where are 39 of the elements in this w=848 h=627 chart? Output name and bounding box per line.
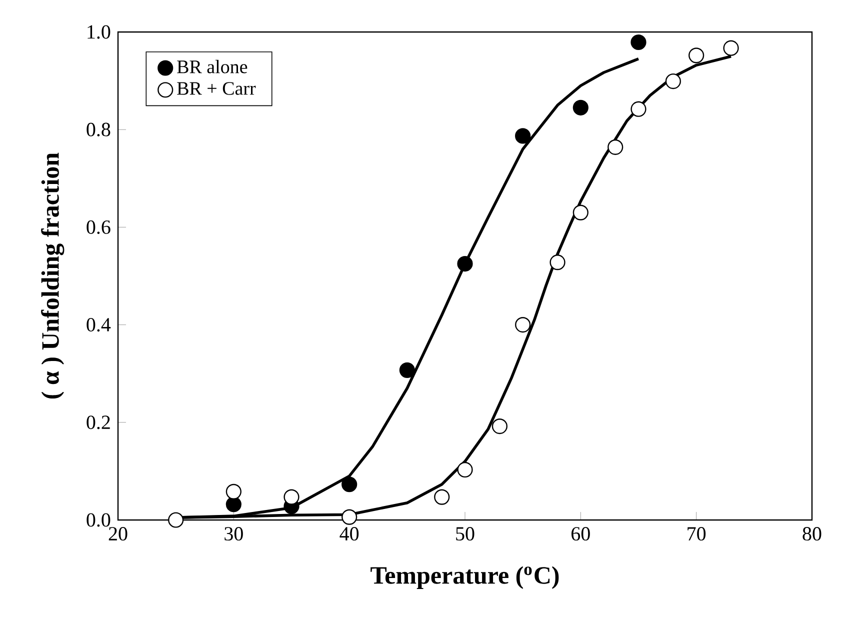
point: [608, 139, 624, 155]
point: [688, 48, 704, 64]
point: [572, 204, 588, 220]
point: [572, 100, 588, 116]
x-tick-label: 50: [456, 527, 474, 541]
point: [342, 509, 358, 525]
x-tick-label: 40: [340, 527, 359, 541]
point: [342, 476, 358, 492]
point: [226, 496, 242, 512]
x-tick-label: 70: [688, 527, 706, 541]
point: [515, 128, 531, 144]
x-axis-title: Temperature ($^{o}$C): [370, 566, 559, 589]
point: [630, 101, 646, 117]
point: [399, 362, 415, 378]
y-tick-label: 0.0: [86, 513, 110, 527]
y-tick-label: 0.4: [86, 318, 111, 332]
point: [492, 418, 508, 434]
point: [630, 34, 646, 50]
y-tick-label: 0.2: [86, 416, 110, 430]
point: [550, 254, 566, 270]
legend-label: BR + Carr: [177, 82, 256, 95]
point: [665, 73, 681, 90]
x-tick-label: 80: [802, 527, 822, 541]
y-tick-label: 0.6: [86, 220, 110, 234]
legend-label: BR alone: [177, 60, 248, 74]
point: [168, 512, 184, 528]
point: [226, 484, 242, 500]
point: [457, 256, 473, 272]
x-tick-label: 30: [224, 527, 243, 541]
point: [723, 40, 739, 56]
x-tick-label: 20: [108, 527, 128, 541]
point: [434, 489, 450, 505]
point: [515, 316, 531, 333]
point: [457, 462, 473, 478]
y-tick-label: 0.8: [86, 122, 110, 136]
y-axis-title: ( α ) Unfolding fraction: [41, 152, 64, 399]
point: [284, 489, 300, 505]
x-tick-label: 60: [572, 527, 590, 541]
y-tick-label: 1.0: [88, 25, 110, 39]
